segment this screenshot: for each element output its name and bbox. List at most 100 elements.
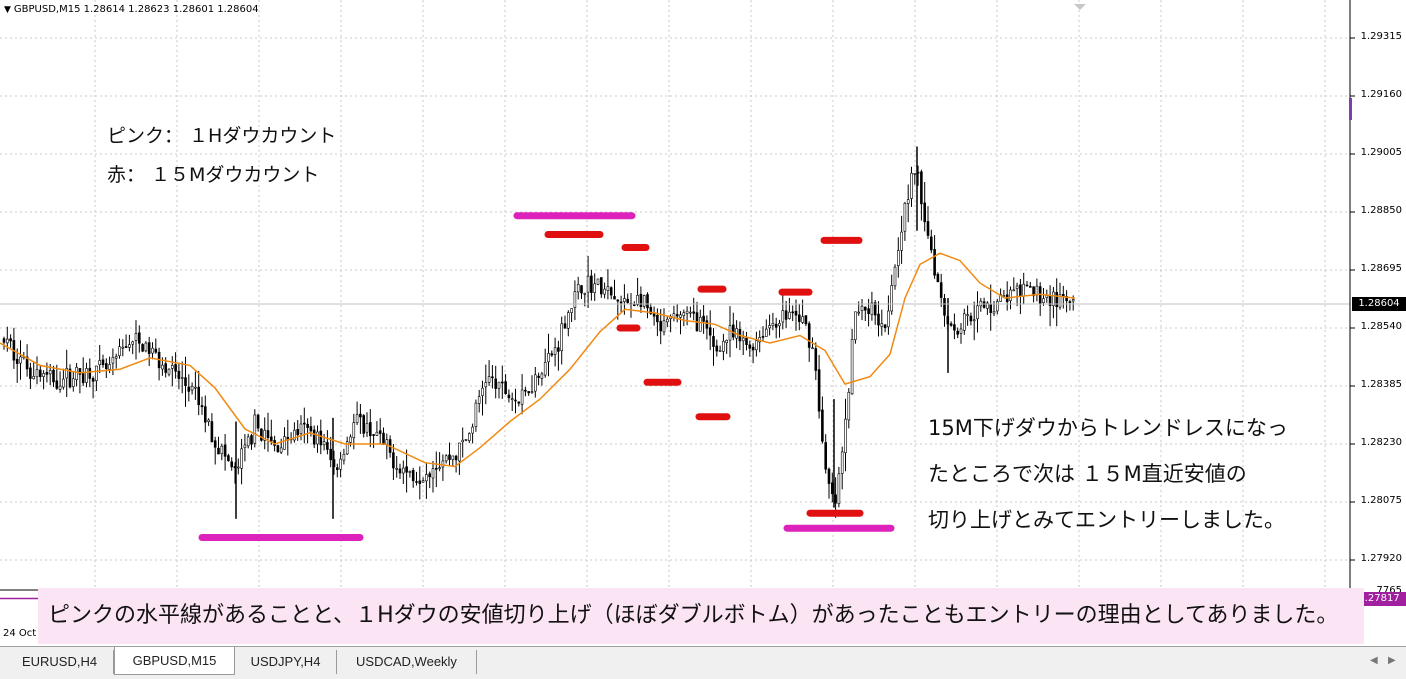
chart-window[interactable]: ▼ GBPUSD,M15 1.28614 1.28623 1.28601 1.28…: [0, 0, 1406, 646]
candle-body: [210, 421, 214, 443]
candle-body: [134, 333, 138, 341]
candle-body: [566, 312, 570, 329]
dropdown-triangle-icon[interactable]: ▼: [4, 5, 11, 15]
candle-body: [448, 454, 451, 460]
candle-body: [731, 324, 735, 338]
candle-body: [204, 406, 207, 423]
candle-body: [524, 389, 527, 392]
candle-body: [6, 338, 9, 344]
candle-body: [563, 323, 567, 329]
candle-body: [685, 310, 689, 314]
candle-body: [603, 288, 606, 295]
candle-body: [867, 308, 870, 315]
candle-body: [322, 441, 326, 446]
candle-body: [101, 359, 105, 365]
candle-body: [418, 480, 422, 484]
candle-body: [19, 356, 22, 364]
price-axis-label: 1.29315: [1360, 31, 1402, 42]
candle-body: [114, 356, 118, 359]
candle-body: [573, 291, 577, 309]
candle-body: [467, 433, 471, 441]
candle-body: [811, 347, 814, 350]
candle-body: [540, 373, 544, 379]
candle-body: [474, 402, 478, 427]
tab-eurusd-h4[interactable]: EURUSD,H4: [6, 650, 114, 674]
chart-plot[interactable]: [0, 0, 1406, 646]
candle-body: [174, 364, 177, 372]
annotation-banner: ピンクの水平線があることと、１Hダウの安値切り上げ（ほぼダブルボトム）があったこ…: [38, 588, 1364, 644]
candle-body: [38, 369, 42, 377]
tab-scroll-right-icon[interactable]: ▶: [1388, 655, 1396, 666]
shift-marker-icon: [1074, 4, 1086, 10]
candle-body: [807, 323, 811, 348]
candle-body: [1022, 283, 1026, 297]
candle-body: [784, 310, 788, 320]
candle-body: [824, 442, 828, 470]
price-axis-label: 1.28850: [1360, 205, 1402, 216]
time-axis-label: 24 Oct: [3, 628, 37, 639]
candle-body: [893, 266, 897, 287]
candle-body: [639, 293, 643, 308]
candle-body: [32, 375, 36, 379]
candle-body: [368, 422, 372, 437]
legend-pink: ピンク： １Hダウカウント: [107, 125, 337, 147]
price-axis-label: 1.28230: [1360, 437, 1402, 448]
candle-body: [883, 324, 887, 329]
candle-body: [98, 360, 101, 365]
candle-body: [906, 199, 910, 204]
candle-body: [520, 389, 524, 405]
candle-body: [147, 342, 151, 354]
candle-body: [1029, 286, 1032, 288]
candle-body: [312, 429, 316, 445]
candle-body: [570, 308, 573, 313]
candle-body: [943, 297, 946, 316]
candle-body: [180, 377, 184, 379]
candle-body: [75, 366, 78, 380]
candle-body: [121, 346, 125, 349]
candle-body: [609, 287, 613, 296]
candle-body: [1025, 284, 1029, 287]
candle-body: [751, 346, 755, 351]
current-price-tag: 1.28604: [1352, 297, 1406, 312]
tab-usdjpy-h4[interactable]: USDJPY,H4: [235, 650, 337, 674]
candle-body: [461, 439, 465, 443]
candle-body: [441, 460, 445, 468]
candle-body: [560, 323, 564, 351]
candle-body: [1009, 289, 1012, 301]
candle-body: [1032, 286, 1035, 297]
candle-body: [444, 455, 448, 462]
candle-body: [276, 445, 280, 452]
candle-body: [791, 311, 795, 314]
candle-body: [1071, 299, 1075, 302]
candle-body: [725, 339, 729, 343]
candle-body: [956, 330, 960, 335]
tab-scroll-left-icon[interactable]: ◀: [1370, 655, 1378, 666]
candle-body: [296, 428, 300, 436]
candle-body: [207, 419, 210, 422]
candle-body: [514, 399, 517, 402]
tab-usdcad-weekly[interactable]: USDCAD,Weekly: [337, 650, 477, 674]
price-axis-label: 1.29160: [1360, 89, 1402, 100]
candle-body: [949, 323, 953, 326]
candle-body: [593, 283, 597, 293]
candle-body: [431, 468, 435, 479]
candle-body: [715, 345, 719, 352]
candle-body: [85, 368, 88, 383]
candle-body: [194, 386, 197, 389]
candle-body: [844, 418, 847, 454]
candle-body: [764, 328, 768, 337]
candle-body: [392, 452, 395, 469]
candle-body: [642, 295, 646, 307]
candle-body: [850, 339, 854, 395]
candle-body: [1052, 291, 1055, 306]
candle-body: [863, 306, 867, 311]
candle-body: [491, 376, 494, 379]
price-axis-label: 7765: [1376, 585, 1402, 596]
candle-body: [500, 381, 504, 384]
tab-gbpusd-m15[interactable]: GBPUSD,M15: [114, 647, 235, 675]
candle-body: [1012, 289, 1016, 292]
candle-body: [434, 467, 438, 470]
candle-body: [887, 310, 890, 328]
candle-body: [662, 320, 666, 333]
candle-body: [748, 344, 752, 349]
